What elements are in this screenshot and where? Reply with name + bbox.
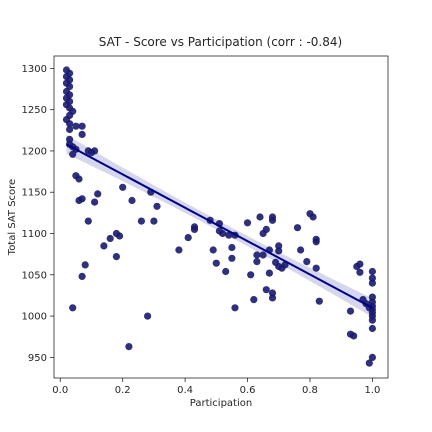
data-point [275, 247, 283, 255]
x-tick-label: 0.8 [302, 385, 318, 396]
data-point [144, 312, 152, 320]
data-point [243, 219, 252, 227]
data-point [175, 246, 183, 254]
x-tick-label: 1.0 [364, 385, 380, 396]
data-point [259, 251, 267, 259]
data-point [315, 297, 323, 305]
data-point [365, 359, 373, 367]
y-tick-label: 1250 [22, 105, 47, 116]
data-point [368, 293, 376, 301]
data-point [72, 122, 80, 130]
data-point [222, 267, 230, 276]
data-point [78, 272, 86, 280]
data-point [81, 261, 89, 269]
data-point [231, 304, 239, 312]
x-axis-ticks: 0.0 0.2 0.4 0.6 0.8 1.0 [52, 378, 380, 396]
data-point [78, 130, 86, 138]
data-point [119, 183, 127, 191]
data-point [69, 150, 77, 158]
data-point [312, 238, 320, 246]
data-point [125, 343, 133, 351]
data-point [91, 147, 99, 155]
data-point [190, 225, 199, 233]
data-point [256, 213, 264, 221]
data-point [275, 242, 283, 250]
data-point [247, 271, 255, 279]
data-point [265, 269, 273, 277]
data-point [297, 246, 305, 254]
x-tick-label: 0.4 [177, 385, 193, 396]
data-point [303, 258, 311, 266]
data-point [262, 225, 270, 233]
data-point [66, 120, 74, 128]
data-point [66, 125, 74, 134]
data-point [150, 217, 158, 225]
data-point [78, 122, 86, 130]
data-point [268, 216, 277, 224]
data-point [75, 196, 83, 205]
data-point [184, 234, 192, 242]
data-point [228, 243, 236, 252]
x-tick-label: 0.2 [115, 385, 131, 396]
x-axis-label: Participation [190, 398, 252, 409]
data-point [368, 279, 376, 287]
y-tick-label: 1150 [22, 188, 47, 199]
data-point [94, 190, 102, 198]
y-tick-label: 1000 [22, 312, 47, 323]
data-point [69, 304, 77, 312]
data-point [219, 229, 227, 238]
data-point [262, 286, 270, 294]
regression-line-layer [66, 143, 373, 309]
y-tick-label: 1100 [22, 229, 47, 240]
data-point [91, 198, 99, 206]
data-point [116, 232, 124, 240]
x-tick-label: 0.6 [240, 385, 256, 396]
data-point [356, 268, 364, 276]
data-point [75, 175, 83, 183]
y-tick-label: 950 [28, 353, 47, 364]
data-point [268, 294, 277, 302]
chart-title: SAT - Score vs Participation (corr : -0.… [99, 35, 342, 49]
data-point [225, 231, 233, 239]
data-point [368, 267, 376, 276]
data-point [368, 353, 376, 361]
data-point [106, 234, 114, 243]
data-point [346, 307, 355, 315]
y-axis-label: Total SAT Score [7, 179, 18, 256]
data-point [350, 332, 358, 340]
data-point [293, 224, 302, 232]
plot-frame [53, 55, 389, 379]
data-point [253, 251, 261, 259]
y-tick-label: 1300 [22, 64, 47, 75]
data-point [253, 258, 261, 266]
data-point [368, 324, 376, 333]
data-point [153, 202, 161, 210]
y-tick-label: 1050 [22, 270, 47, 281]
y-tick-label: 1200 [22, 146, 47, 157]
data-point [356, 260, 364, 268]
regression-line [66, 143, 373, 309]
data-point [228, 254, 236, 262]
data-point [112, 253, 120, 261]
data-point [212, 259, 220, 267]
data-point [209, 246, 217, 254]
data-point [309, 213, 317, 221]
y-axis-ticks: 950 1000 1050 1100 1150 1200 1250 1300 [22, 64, 54, 364]
data-point [368, 274, 376, 282]
data-point [128, 196, 136, 205]
data-point [137, 217, 145, 225]
data-point [312, 264, 320, 272]
data-point [250, 296, 258, 304]
data-point [84, 217, 92, 225]
data-point [100, 242, 108, 250]
x-tick-label: 0.0 [52, 385, 68, 396]
